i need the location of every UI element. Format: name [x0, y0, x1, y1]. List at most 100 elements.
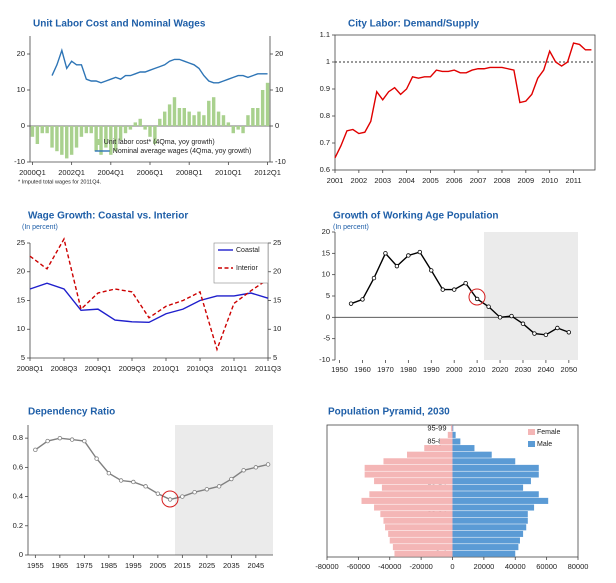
bar [167, 104, 172, 126]
bar [394, 550, 453, 557]
marker [180, 494, 185, 499]
y-tick-label: 0.9 [320, 84, 330, 93]
marker [348, 301, 354, 306]
bar [374, 504, 453, 511]
x-tick-label: 2000 [446, 365, 463, 374]
y-tick-label: 25 [17, 238, 25, 247]
bar [192, 115, 196, 126]
marker [94, 456, 99, 461]
marker [429, 268, 434, 273]
y-tick-label: 0 [326, 312, 330, 321]
marker [45, 438, 50, 444]
bar [55, 126, 59, 152]
bar [452, 550, 516, 557]
marker [371, 275, 377, 281]
y-tick-label: 1.1 [320, 30, 330, 39]
marker [360, 297, 365, 302]
marker [440, 287, 445, 292]
marker [474, 296, 480, 302]
legend-label: Interior [236, 265, 258, 272]
marker [33, 447, 38, 453]
x-tick-label: 2050 [560, 365, 577, 374]
plot-frame [334, 34, 596, 171]
bar [123, 126, 128, 134]
x-tick-label: 2010Q1 [153, 364, 180, 373]
bar [153, 126, 157, 144]
x-tick-label: 1985 [101, 561, 118, 570]
chart-title: Wage Growth: Coastal vs. Interior [28, 211, 188, 222]
x-tick-label: 80000 [568, 562, 589, 571]
line [51, 48, 268, 84]
y-tick-label: 1 [326, 57, 330, 66]
bar [452, 478, 531, 485]
bar [452, 511, 528, 518]
bar [65, 126, 69, 159]
bar [35, 126, 40, 144]
x-tick-label: 2010 [541, 176, 558, 185]
x-tick-label: 2002Q1 [58, 168, 85, 177]
bar [452, 471, 539, 478]
x-tick-label: 2010 [469, 365, 486, 374]
marker [532, 331, 537, 336]
bar [246, 115, 250, 126]
bar [172, 97, 177, 126]
chart-title: Growth of Working Age Population [333, 211, 499, 222]
marker [131, 479, 136, 485]
highlight-circle [468, 288, 486, 306]
bar [202, 115, 206, 126]
x-tick-label: 1970 [377, 365, 394, 374]
bar [392, 544, 453, 551]
x-tick-label: 2045 [248, 561, 265, 570]
bar [182, 108, 186, 126]
bar [424, 445, 453, 452]
bar [452, 484, 524, 491]
bar [389, 537, 453, 544]
x-tick-label: 2006 [446, 176, 463, 185]
y-tick-label: 20 [322, 227, 330, 236]
x-tick-label: 1990 [423, 365, 440, 374]
marker [57, 435, 63, 441]
bar [79, 126, 84, 137]
marker [241, 468, 246, 473]
bar [216, 111, 221, 126]
bar [452, 504, 535, 511]
y-tick-label: 0.7 [320, 138, 330, 147]
bar [143, 126, 147, 130]
y-tick-label: 0.2 [13, 521, 23, 530]
bar [450, 425, 453, 432]
bar [221, 115, 226, 126]
marker [463, 281, 468, 286]
marker [394, 263, 400, 269]
marker [229, 476, 234, 482]
x-tick-label: 1995 [125, 561, 142, 570]
bar [74, 126, 79, 148]
marker [543, 332, 549, 338]
x-tick-label: 1960 [354, 365, 371, 374]
bar [118, 126, 123, 141]
bar [138, 118, 142, 126]
bar [380, 511, 453, 518]
legend-label: Coastal [236, 247, 260, 254]
x-tick-label: 2005 [422, 176, 439, 185]
bar [148, 126, 152, 137]
bar [226, 122, 231, 126]
legend-label: Unit labor cost* (4Qma, yoy growth) [104, 139, 215, 146]
bar [60, 126, 64, 155]
bar [45, 126, 49, 134]
y-tick-label: -10 [14, 157, 25, 166]
bar [187, 111, 191, 126]
marker [204, 487, 210, 492]
legend-swatch [528, 441, 535, 447]
bar [256, 108, 260, 126]
y2-tick-label: 10 [275, 85, 283, 94]
y-tick-label: 20 [17, 49, 25, 58]
bar [104, 126, 108, 148]
chart-panel: Unit Labor Cost and Nominal Wages -10 0 10 2… [14, 19, 286, 186]
bar [211, 97, 216, 126]
marker [155, 491, 161, 496]
bar [452, 537, 520, 544]
y2-tick-label: 20 [275, 49, 283, 58]
bar [30, 126, 35, 137]
chart-subtitle: (In percent) [22, 224, 58, 231]
x-tick-label: 2011 [565, 176, 581, 185]
